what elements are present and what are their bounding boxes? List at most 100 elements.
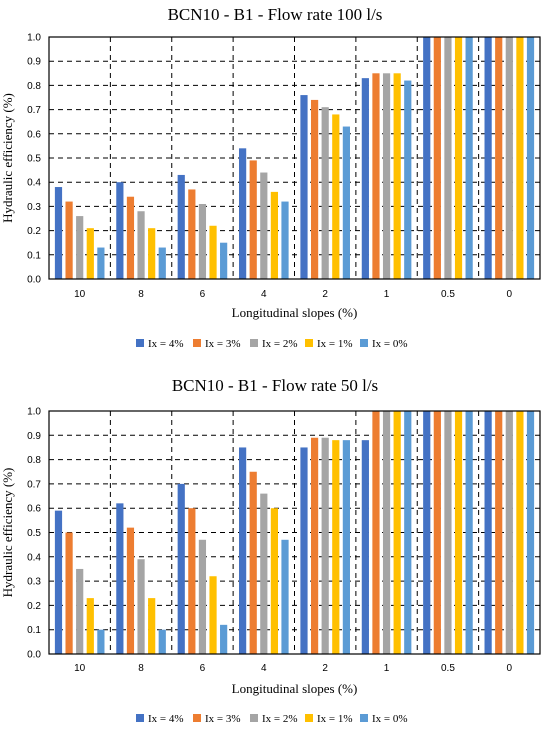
legend-swatch: [136, 339, 144, 347]
bar: [116, 182, 124, 279]
bar: [465, 411, 473, 654]
y-tick-label: 0.4: [27, 178, 41, 189]
bar: [433, 37, 441, 279]
bar: [177, 174, 185, 279]
y-axis-label: Hydraulic efficiency (%): [0, 468, 15, 598]
chart-2: BCN10 - B1 - Flow rate 50 l/s 0.0 0.1 0.2 0.…: [0, 376, 541, 725]
bar: [423, 37, 431, 279]
bar: [86, 228, 94, 279]
bar: [86, 598, 94, 654]
legend-swatch: [305, 714, 313, 722]
legend-label: Ix = 4%: [148, 338, 184, 350]
x-tick-label: 4: [261, 663, 267, 674]
x-tick-label: 2: [322, 289, 328, 300]
chart-title: BCN10 - B1 - Flow rate 50 l/s: [172, 376, 378, 395]
bar: [332, 114, 340, 279]
bar: [505, 411, 513, 654]
bar: [484, 411, 492, 654]
y-tick-label: 0.3: [27, 202, 41, 213]
legend-swatch: [305, 339, 313, 347]
legend-label: Ix = 4%: [148, 713, 184, 725]
plot-frame: [48, 36, 541, 280]
bar: [97, 247, 105, 279]
bar: [148, 228, 156, 279]
bar: [372, 411, 380, 654]
y-tick-label: 1.0: [27, 33, 41, 44]
bar: [516, 411, 524, 654]
y-tick-label: 0.0: [27, 650, 41, 661]
bar: [260, 493, 268, 654]
bar: [404, 411, 412, 654]
legend-label: Ix = 1%: [317, 338, 353, 350]
bar: [361, 78, 369, 279]
bar: [342, 126, 350, 279]
y-tick-label: 1.0: [27, 407, 41, 418]
y-tick-label: 0.6: [27, 504, 41, 515]
plot-frame: [48, 410, 541, 655]
bar: [433, 411, 441, 654]
bar: [209, 576, 217, 654]
bar: [526, 37, 535, 279]
bar: [444, 411, 452, 654]
bar: [321, 437, 329, 654]
bar: [158, 629, 166, 654]
y-tick-label: 0.7: [27, 105, 41, 116]
bar: [516, 37, 524, 279]
bar: [76, 568, 84, 654]
bar: [281, 539, 289, 654]
y-tick-label: 0.0: [27, 275, 41, 286]
bar: [310, 437, 319, 654]
bar: [423, 411, 431, 654]
x-tick-label: 6: [200, 663, 206, 674]
bar: [300, 95, 308, 279]
x-tick-label: 10: [74, 289, 86, 300]
legend-swatch: [360, 714, 368, 722]
x-tick-label: 4: [261, 289, 267, 300]
bar: [404, 80, 412, 279]
legend-label: Ix = 1%: [317, 713, 353, 725]
bar: [116, 503, 124, 654]
bar: [382, 411, 391, 654]
bar: [454, 411, 463, 654]
legend-swatch: [250, 714, 258, 722]
bar: [300, 447, 308, 654]
legend-label: Ix = 0%: [372, 713, 408, 725]
chart-1: BCN10 - B1 - Flow rate 100 l/s 0.0 0.1 0.2 0…: [0, 5, 541, 350]
bar: [239, 447, 247, 654]
y-tick-label: 0.1: [27, 625, 41, 636]
bar: [465, 37, 473, 279]
bar: [281, 201, 289, 279]
y-tick-label: 0.8: [27, 455, 41, 466]
bar: [495, 411, 503, 654]
y-axis-label: Hydraulic efficiency (%): [0, 93, 15, 223]
bar: [65, 201, 73, 279]
bar: [158, 247, 166, 279]
bar: [444, 37, 452, 279]
legend-label: Ix = 3%: [205, 338, 241, 350]
bar: [454, 37, 463, 279]
x-tick-label: 8: [138, 663, 144, 674]
y-tick-label: 0.2: [27, 601, 41, 612]
y-tick-label: 0.7: [27, 479, 41, 490]
bar: [505, 37, 513, 279]
bar: [65, 532, 73, 654]
bar: [393, 411, 401, 654]
bar: [310, 99, 319, 279]
x-tick-label: 1: [384, 663, 390, 674]
bar: [76, 216, 84, 279]
y-tick-label: 0.5: [27, 154, 41, 165]
legend-label: Ix = 0%: [372, 338, 408, 350]
x-axis-label: Longitudinal slopes (%): [232, 681, 358, 696]
y-tick-label: 0.2: [27, 226, 41, 237]
bar: [198, 539, 207, 654]
bar: [198, 203, 207, 279]
y-tick-label: 0.4: [27, 552, 41, 563]
y-tick-label: 0.9: [27, 57, 41, 68]
bar: [393, 73, 401, 279]
x-tick-label: 6: [200, 289, 206, 300]
bar: [270, 191, 279, 279]
bar: [188, 508, 196, 654]
x-tick-label: 8: [138, 289, 144, 300]
x-axis-label: Longitudinal slopes (%): [232, 305, 358, 320]
